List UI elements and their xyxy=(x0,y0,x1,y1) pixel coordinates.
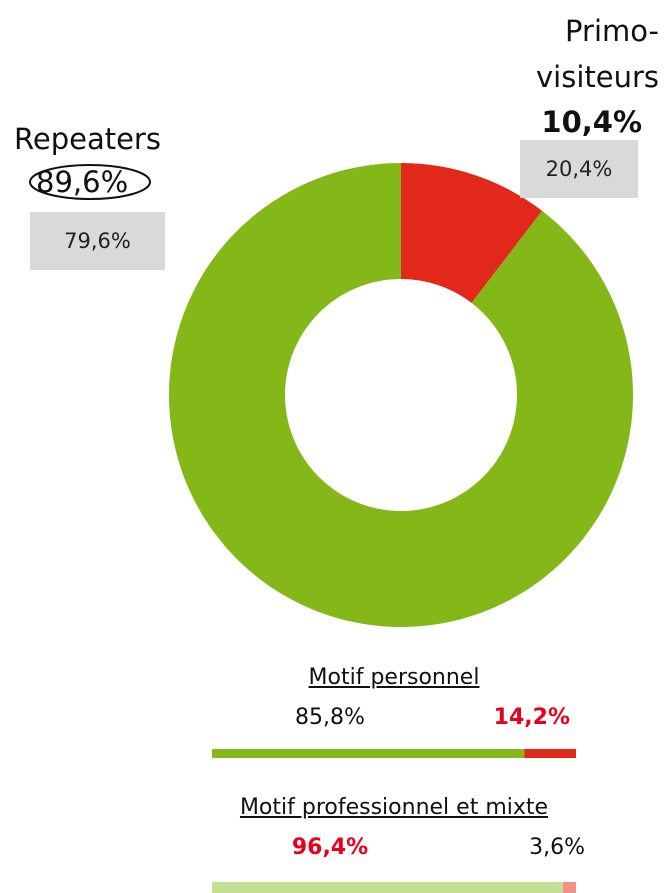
value-label: 3,6% xyxy=(529,835,585,860)
donut-slice xyxy=(169,163,634,627)
value-label: 85,8% xyxy=(295,705,365,730)
bar-segment xyxy=(212,749,525,758)
value-label: 14,2% xyxy=(493,705,570,730)
category-label: Repeaters xyxy=(14,122,161,156)
bar-segment xyxy=(212,882,563,893)
previous-label: 79,6% xyxy=(30,212,165,270)
bar-segment xyxy=(524,749,576,758)
category-label: Primo-visiteurs xyxy=(535,14,659,94)
donut-slice xyxy=(401,163,543,303)
value-label: 10,4% xyxy=(541,105,642,139)
highlight-ellipse xyxy=(29,164,151,200)
previous-label: 20,4% xyxy=(520,140,638,198)
bar-segment xyxy=(562,882,576,893)
value-label: 96,4% xyxy=(291,835,369,860)
bar-title: Motif personnel xyxy=(308,665,480,690)
value-label: 89,6% xyxy=(36,165,129,199)
bar-title: Motif professionnel et mixte xyxy=(239,795,549,820)
